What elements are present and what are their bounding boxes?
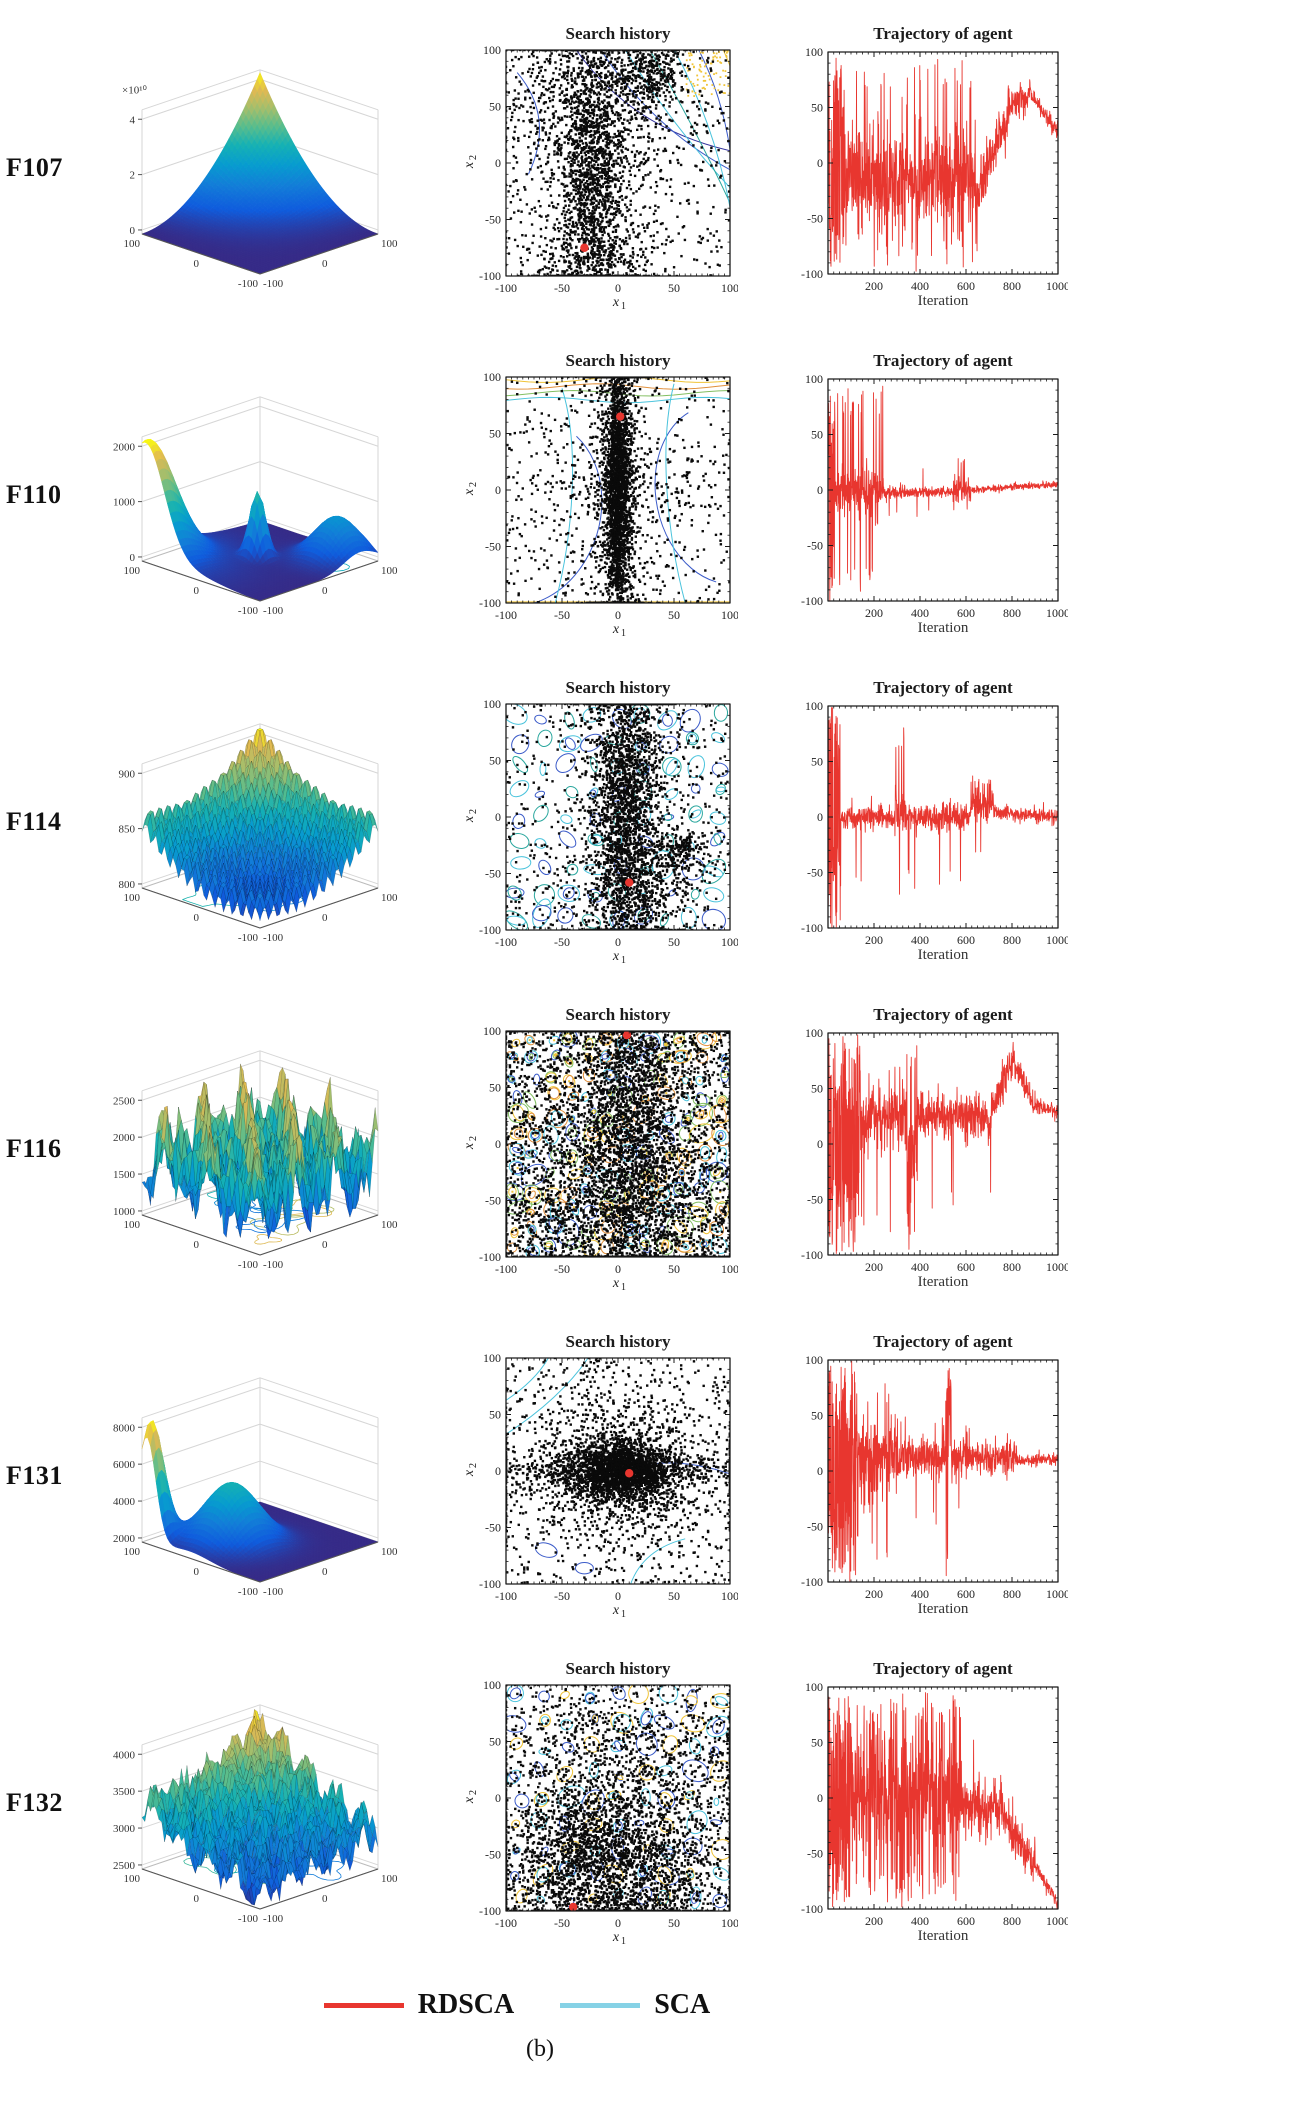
search-history-panel-f114: Search history xyxy=(462,677,738,966)
search-history-canvas-f107 xyxy=(462,44,738,312)
trajectory-panel-f132: Trajectory of agent xyxy=(782,1658,1068,1947)
surface-plot-panel-f131 xyxy=(82,1325,412,1626)
figure-caption: (b) xyxy=(526,2036,554,2062)
search-history-panel-f131: Search history xyxy=(462,1331,738,1620)
surface-plot-panel-f114 xyxy=(82,671,412,972)
search-history-title: Search history xyxy=(565,1005,671,1024)
trajectory-title: Trajectory of agent xyxy=(873,1332,1013,1351)
surface-plot-canvas-f131 xyxy=(82,1325,412,1626)
legend-line-sca xyxy=(560,2002,641,2008)
function-label: F116 xyxy=(6,1133,62,1163)
figure-legend: RDSCA SCA xyxy=(0,1982,1080,2028)
search-history-title: Search history xyxy=(565,1332,671,1351)
function-label: F107 xyxy=(6,152,63,182)
trajectory-canvas-f132 xyxy=(782,1679,1068,1947)
function-label: F132 xyxy=(6,1787,63,1817)
surface-plot-canvas-f110 xyxy=(82,344,412,645)
function-label: F110 xyxy=(6,479,62,509)
search-history-panel-f132: Search history xyxy=(462,1658,738,1947)
figure-row-f107: F107 Search history Trajectory of agent xyxy=(0,4,1300,331)
figure-row-f131: F131 Search history Trajectory of agent xyxy=(0,1312,1300,1639)
trajectory-panel-f110: Trajectory of agent xyxy=(782,350,1068,639)
trajectory-title: Trajectory of agent xyxy=(873,1659,1013,1678)
surface-plot-panel-f110 xyxy=(82,344,412,645)
legend-line-rdsca xyxy=(323,2002,404,2008)
surface-plot-canvas-f132 xyxy=(82,1652,412,1953)
surface-plot-canvas-f116 xyxy=(82,998,412,1299)
trajectory-canvas-f110 xyxy=(782,371,1068,639)
trajectory-canvas-f107 xyxy=(782,44,1068,312)
trajectory-canvas-f116 xyxy=(782,1025,1068,1293)
figure-row-f116: F116 Search history Trajectory of agent xyxy=(0,985,1300,1312)
trajectory-title: Trajectory of agent xyxy=(873,24,1013,43)
search-history-title: Search history xyxy=(565,351,671,370)
trajectory-canvas-f131 xyxy=(782,1352,1068,1620)
surface-plot-panel-f116 xyxy=(82,998,412,1299)
search-history-canvas-f114 xyxy=(462,698,738,966)
surface-plot-panel-f132 xyxy=(82,1652,412,1953)
function-label: F131 xyxy=(6,1460,63,1490)
search-history-title: Search history xyxy=(565,678,671,697)
trajectory-title: Trajectory of agent xyxy=(873,351,1013,370)
function-label: F114 xyxy=(6,806,62,836)
search-history-title: Search history xyxy=(565,1659,671,1678)
legend-label-rdsca: RDSCA xyxy=(417,1989,515,2020)
search-history-title: Search history xyxy=(565,24,671,43)
trajectory-title: Trajectory of agent xyxy=(873,678,1013,697)
figure-row-f132: F132 Search history Trajectory of agent xyxy=(0,1639,1300,1966)
figure-rows: F107 Search history Trajectory of agent F11… xyxy=(0,4,1300,1966)
search-history-canvas-f110 xyxy=(462,371,738,639)
figure-row-f110: F110 Search history Trajectory of agent xyxy=(0,331,1300,658)
search-history-canvas-f132 xyxy=(462,1679,738,1947)
surface-plot-panel-f107 xyxy=(82,17,412,318)
search-history-canvas-f116 xyxy=(462,1025,738,1293)
search-history-panel-f110: Search history xyxy=(462,350,738,639)
search-history-canvas-f131 xyxy=(462,1352,738,1620)
trajectory-panel-f114: Trajectory of agent xyxy=(782,677,1068,966)
surface-plot-canvas-f114 xyxy=(82,671,412,972)
figure-row-f114: F114 Search history Trajectory of agent xyxy=(0,658,1300,985)
surface-plot-canvas-f107 xyxy=(82,17,412,318)
search-history-panel-f107: Search history xyxy=(462,23,738,312)
trajectory-panel-f116: Trajectory of agent xyxy=(782,1004,1068,1293)
search-history-panel-f116: Search history xyxy=(462,1004,738,1293)
legend-label-sca: SCA xyxy=(654,1989,711,2020)
trajectory-title: Trajectory of agent xyxy=(873,1005,1013,1024)
trajectory-canvas-f114 xyxy=(782,698,1068,966)
trajectory-panel-f131: Trajectory of agent xyxy=(782,1331,1068,1620)
trajectory-panel-f107: Trajectory of agent xyxy=(782,23,1068,312)
